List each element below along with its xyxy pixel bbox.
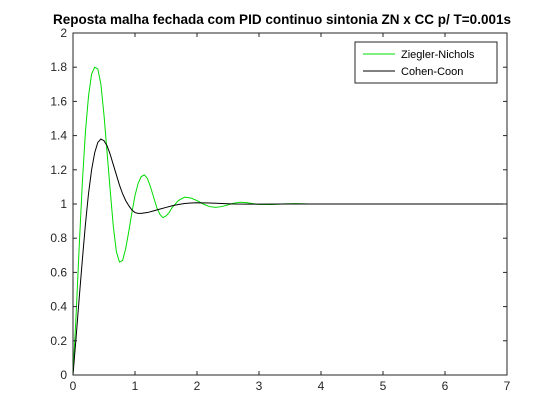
y-tick-label: 1.4 <box>50 129 67 143</box>
legend-label-ziegler-nichols: Ziegler-Nichols <box>401 49 475 61</box>
y-tick-label: 0.6 <box>50 265 67 279</box>
y-tick-label: 0.2 <box>50 334 67 348</box>
legend: Ziegler-Nichols Cohen-Coon <box>354 41 498 84</box>
x-tick-label: 6 <box>442 379 449 393</box>
tick-layer: 0 1 2 3 4 5 6 7 0 0.2 0.4 0.6 0.8 1 1.2 1.4 1.6 1.8 2 <box>50 26 510 393</box>
x-tick-label: 1 <box>132 379 139 393</box>
y-tick-label: 0 <box>60 368 67 382</box>
plot-area: 0 1 2 3 4 5 6 7 0 0.2 0.4 0.6 0.8 1 1.2 1.4 1.6 1.8 2 <box>50 26 510 393</box>
y-tick-label: 1.6 <box>50 94 67 108</box>
x-tick-label: 3 <box>256 379 263 393</box>
x-tick-label: 2 <box>194 379 201 393</box>
y-tick-label: 0.4 <box>50 300 67 314</box>
x-tick-label: 5 <box>380 379 387 393</box>
series-layer <box>72 66 507 376</box>
x-tick-label: 0 <box>70 379 77 393</box>
legend-label-cohen-coon: Cohen-Coon <box>401 66 463 78</box>
x-tick-label: 7 <box>504 379 511 393</box>
series-line-cohen-coon <box>72 138 507 376</box>
chart-title: Reposta malha fechada com PID continuo s… <box>53 12 511 27</box>
series-line-ziegler-nichols <box>72 66 507 376</box>
y-tick-label: 2 <box>60 26 67 40</box>
legend-box <box>354 41 498 84</box>
y-tick-label: 1 <box>60 197 67 211</box>
x-tick-label: 4 <box>318 379 325 393</box>
y-tick-label: 1.2 <box>50 163 67 177</box>
y-tick-label: 1.8 <box>50 60 67 74</box>
y-tick-label: 0.8 <box>50 231 67 245</box>
